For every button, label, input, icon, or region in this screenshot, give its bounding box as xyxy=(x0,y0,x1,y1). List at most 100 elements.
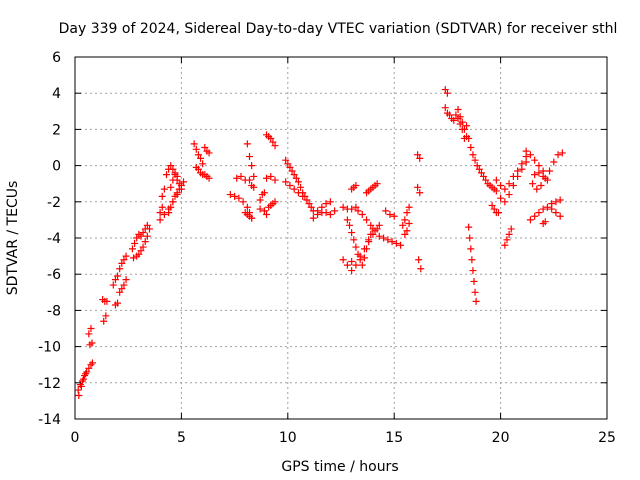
data-point xyxy=(156,216,164,224)
x-tick-label: 15 xyxy=(385,430,403,446)
data-point xyxy=(339,203,347,211)
data-point xyxy=(558,149,566,157)
data-point xyxy=(180,178,188,186)
grid-lines xyxy=(75,57,607,419)
data-point xyxy=(82,370,90,378)
data-point xyxy=(416,154,424,162)
data-point xyxy=(363,216,371,224)
data-point xyxy=(87,325,95,332)
data-point xyxy=(531,212,539,220)
data-point xyxy=(539,172,547,180)
data-point xyxy=(466,234,474,242)
data-point xyxy=(267,172,275,180)
data-point xyxy=(80,375,88,383)
y-tick-label: 0 xyxy=(52,159,61,175)
data-point xyxy=(358,210,366,218)
data-point xyxy=(533,185,541,193)
data-point xyxy=(118,285,126,293)
data-point xyxy=(322,209,330,217)
data-point xyxy=(543,203,551,211)
data-point xyxy=(260,207,268,215)
data-point xyxy=(518,160,526,168)
data-point xyxy=(497,194,505,202)
data-point xyxy=(156,209,164,217)
data-point xyxy=(380,234,388,242)
data-point xyxy=(143,232,151,240)
data-point xyxy=(160,210,168,218)
data-point xyxy=(346,221,354,229)
data-point xyxy=(522,147,530,155)
y-axis-label: SDTVAR / TECUs xyxy=(5,181,21,296)
data-points xyxy=(74,86,566,399)
data-point xyxy=(501,185,509,193)
y-tick-label: -12 xyxy=(38,376,61,392)
data-point xyxy=(169,198,177,206)
data-point xyxy=(554,151,562,159)
data-point xyxy=(537,182,545,190)
data-point xyxy=(116,265,124,273)
data-point xyxy=(256,205,264,213)
data-point xyxy=(74,386,82,394)
data-point xyxy=(167,162,175,170)
data-point xyxy=(250,172,258,180)
data-point xyxy=(205,174,213,182)
data-point xyxy=(297,183,305,191)
data-point xyxy=(77,382,85,390)
data-point xyxy=(458,118,466,126)
data-point xyxy=(173,189,181,197)
data-point xyxy=(350,236,358,244)
data-point xyxy=(143,221,151,229)
data-point xyxy=(401,230,409,238)
data-point xyxy=(171,192,179,200)
data-point xyxy=(490,205,498,213)
data-point xyxy=(405,203,413,211)
data-point xyxy=(167,183,175,191)
data-point xyxy=(116,288,124,296)
x-tick-label: 0 xyxy=(71,430,80,446)
data-point xyxy=(556,212,564,220)
data-point xyxy=(102,312,110,320)
data-point xyxy=(85,364,93,372)
data-point xyxy=(226,191,234,199)
data-point xyxy=(158,192,166,200)
data-point xyxy=(531,171,539,179)
data-point xyxy=(531,156,539,164)
data-point xyxy=(552,209,560,217)
data-point xyxy=(488,201,496,209)
data-point xyxy=(169,165,177,173)
data-point xyxy=(343,216,351,224)
data-point xyxy=(443,89,451,97)
y-tick-label: 2 xyxy=(52,122,61,138)
y-tick-label: -8 xyxy=(47,303,61,319)
data-point xyxy=(526,151,534,159)
data-point xyxy=(205,149,213,157)
data-point xyxy=(467,245,475,253)
data-point xyxy=(303,196,311,204)
data-point xyxy=(120,281,128,289)
data-point xyxy=(235,194,243,202)
data-point xyxy=(243,140,251,148)
data-point xyxy=(122,276,130,284)
data-point xyxy=(348,258,356,266)
data-point xyxy=(248,162,256,170)
data-point xyxy=(343,261,351,269)
data-point xyxy=(456,113,464,121)
data-point xyxy=(497,182,505,190)
data-point xyxy=(245,153,253,161)
data-point xyxy=(314,207,322,215)
y-tick-label: -10 xyxy=(38,340,61,356)
data-point xyxy=(556,196,564,204)
data-point xyxy=(245,176,253,184)
data-point xyxy=(114,299,122,307)
data-point xyxy=(471,288,479,296)
data-point xyxy=(386,210,394,218)
data-point xyxy=(503,236,511,244)
data-point xyxy=(541,218,549,226)
data-point xyxy=(133,234,141,242)
data-point xyxy=(352,203,360,211)
data-point xyxy=(360,245,368,253)
data-point xyxy=(286,163,294,171)
data-point xyxy=(290,171,298,179)
data-point xyxy=(465,134,473,142)
